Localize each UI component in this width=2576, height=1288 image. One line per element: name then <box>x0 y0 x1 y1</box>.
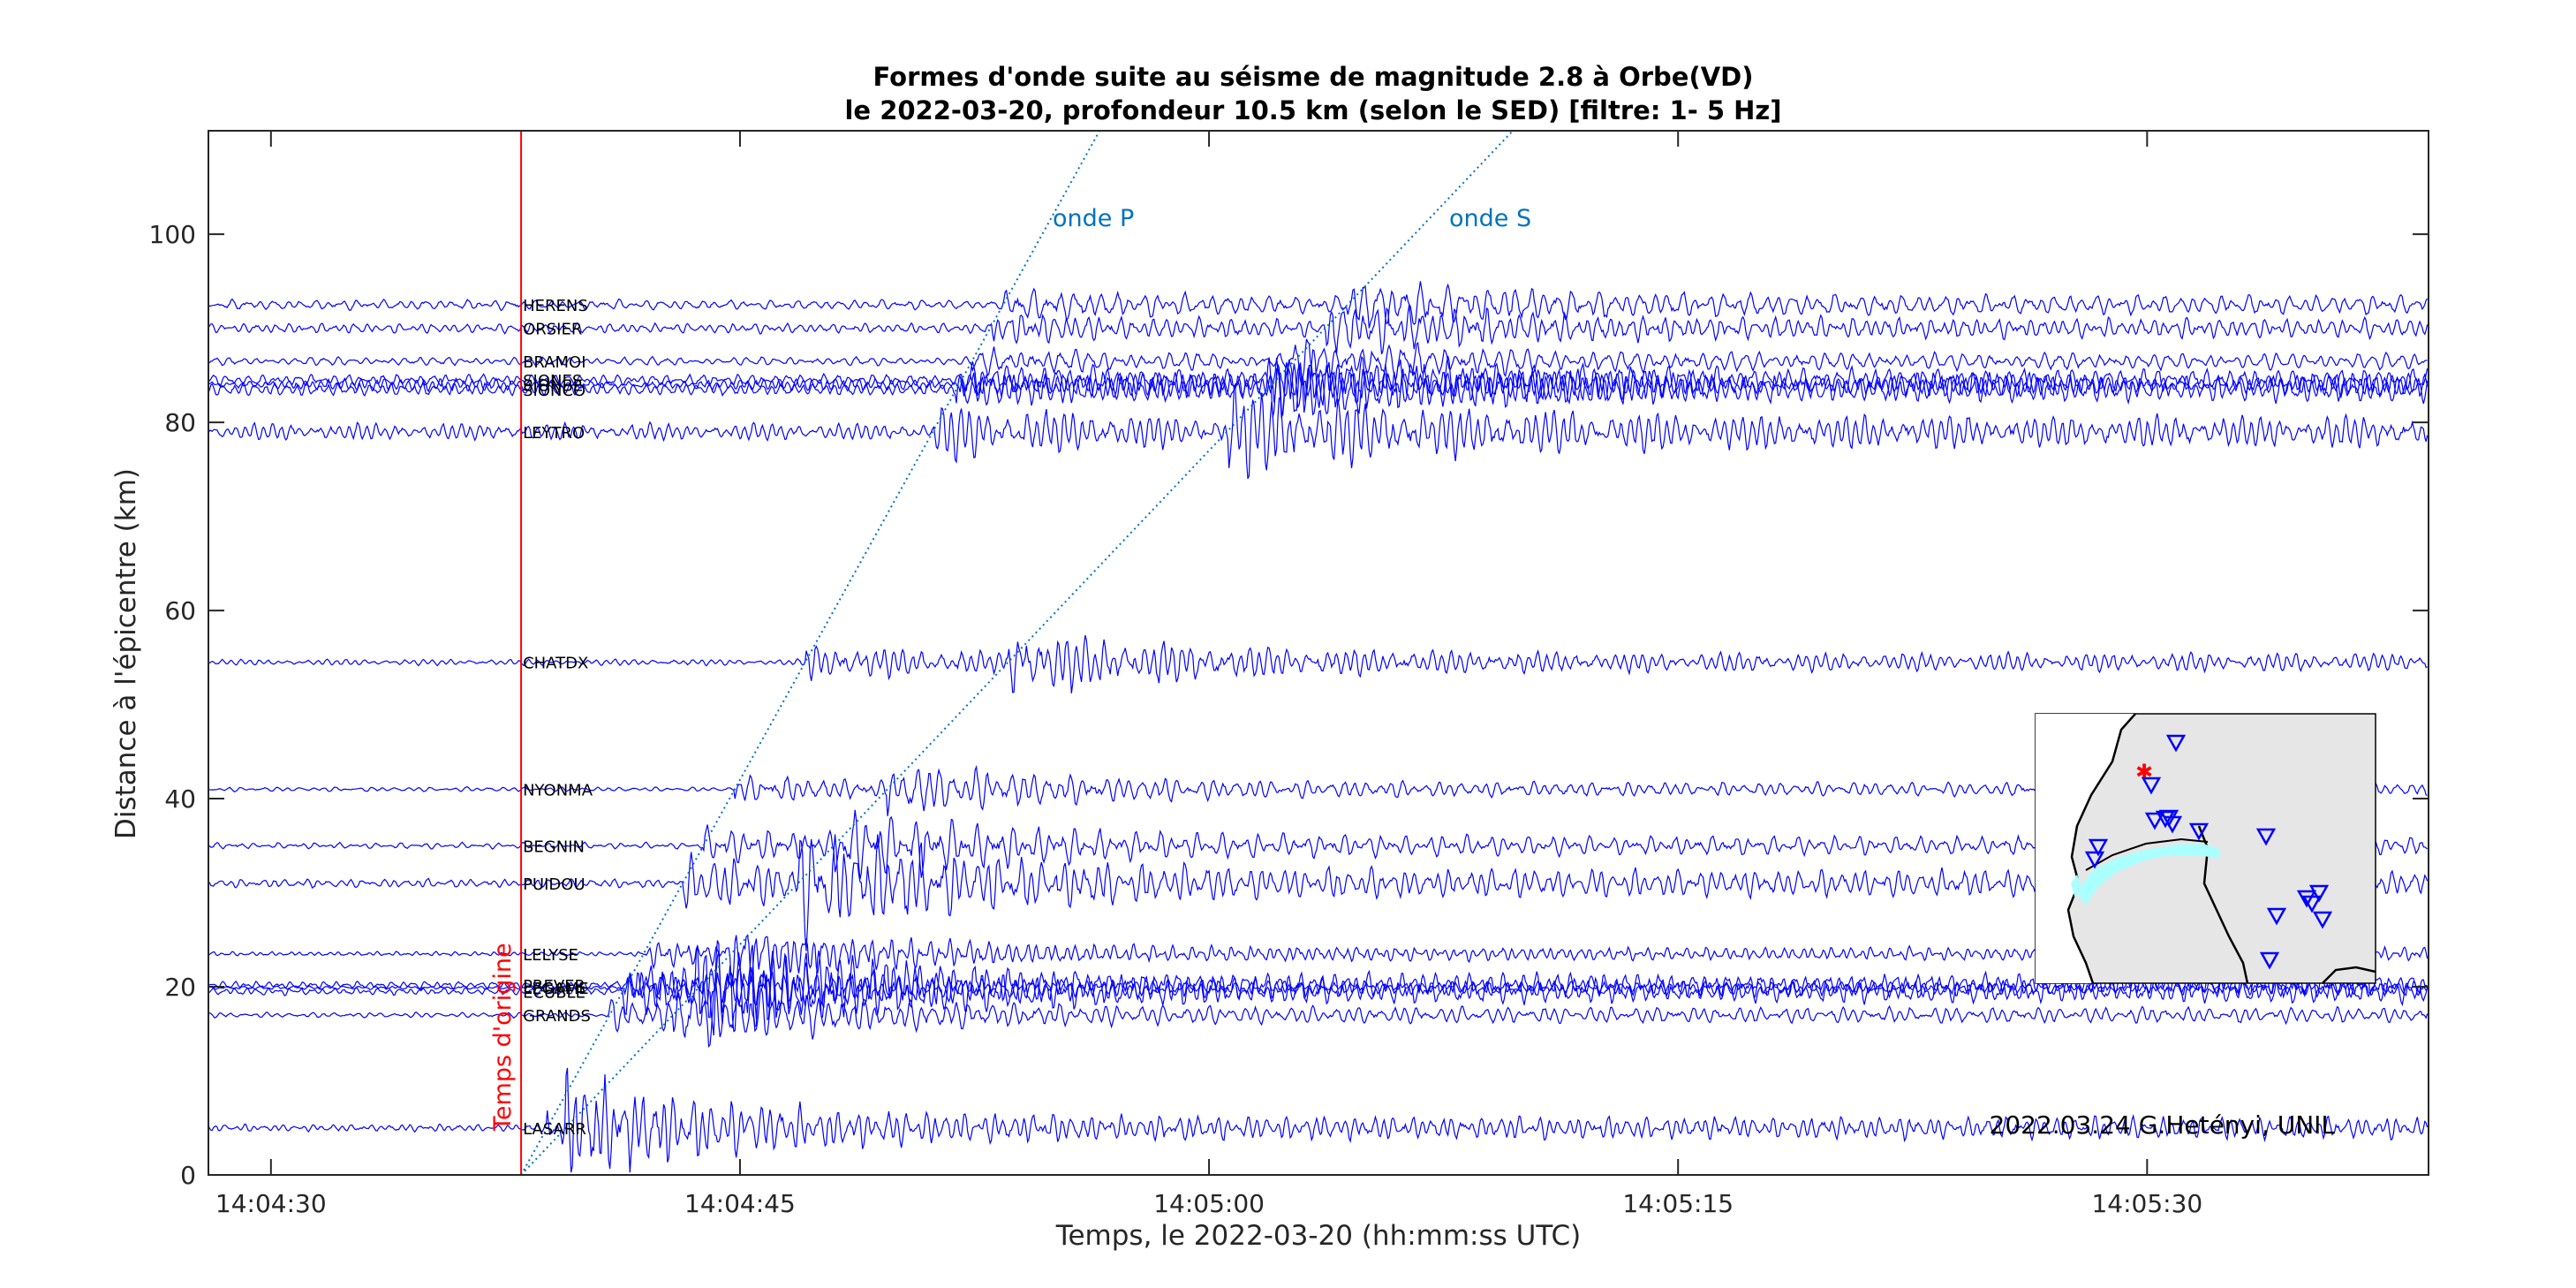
waveform-grands <box>208 984 2429 1049</box>
waveform-lasarr <box>208 1067 2429 1173</box>
station-label-begnin: BEGNIN <box>523 837 585 856</box>
station-label-legame: LEGAME <box>523 980 589 998</box>
station-label-lelyse: LELYSE <box>523 946 578 965</box>
station-triangle-icon <box>2312 911 2333 929</box>
x-axis-label: Temps, le 2022-03-20 (hh:mm:ss UTC) <box>1055 1220 1581 1252</box>
credit-text: 2022.03.24 G.Hetényi, UNIL <box>1990 1110 2336 1140</box>
inset-map-lake-small <box>2071 875 2081 899</box>
s-wave-label: onde S <box>1449 205 1531 232</box>
station-label-sionbe: SIONBE <box>523 377 583 396</box>
y-tick-label: 20 <box>164 973 196 1002</box>
station-label-puidou: PUIDOU <box>523 875 585 894</box>
station-triangle-icon <box>2296 890 2317 908</box>
plot-frame <box>208 130 2429 1176</box>
station-triangle-icon <box>2255 828 2277 846</box>
waveform-sionbe <box>208 361 2429 416</box>
y-axis-label: Distance à l'épicentre (km) <box>110 468 142 839</box>
inset-station-markers <box>2084 734 2333 970</box>
x-tick-label: 14:04:30 <box>215 1189 327 1218</box>
station-triangle-icon <box>2301 895 2323 913</box>
waveform-siones <box>208 349 2429 408</box>
x-tick-label: 14:05:00 <box>1153 1189 1265 1218</box>
station-label-siones: SIONES <box>523 372 582 390</box>
waveform-leytro <box>208 385 2429 480</box>
station-triangle-icon <box>2308 884 2330 903</box>
station-triangle-icon <box>2259 951 2280 970</box>
station-label-orsier: ORSIER <box>523 321 582 339</box>
chart-title-line2: le 2022-03-20, profondeur 10.5 km (selon… <box>844 95 1781 125</box>
inset-map-border-south <box>2322 966 2376 984</box>
waveform-sionco <box>208 357 2429 419</box>
station-triangle-icon <box>2266 907 2287 926</box>
station-label-lasarr: LASARR <box>523 1120 586 1139</box>
y-axis-ticks: 0 20 40 60 80 100 <box>149 220 2429 1190</box>
station-triangle-icon <box>2165 734 2187 753</box>
station-label-grands: GRANDS <box>523 1007 591 1026</box>
y-tick-label: 40 <box>164 784 196 814</box>
y-tick-label: 60 <box>164 596 196 625</box>
waveform-prever <box>208 940 2428 1025</box>
waveform-bramoi <box>208 338 2428 385</box>
station-label-sionco: SIONCO <box>523 382 585 400</box>
station-label-leytro: LEYTRO <box>523 424 585 443</box>
station-label-prever: PREVER <box>523 977 585 996</box>
station-label-chatdx: CHATDX <box>523 655 588 673</box>
origin-time-label: Temps d'origine <box>489 943 517 1132</box>
station-label-nyonma: NYONMA <box>523 781 593 799</box>
station-triangle-icon <box>2084 851 2105 869</box>
inset-map-lake <box>2077 844 2221 905</box>
station-triangle-icon <box>2088 838 2109 857</box>
waveform-legame <box>208 967 2429 1013</box>
y-tick-label: 80 <box>164 408 196 437</box>
station-triangle-icon <box>2188 822 2210 841</box>
station-label-bramoi: BRAMOI <box>523 353 585 372</box>
station-triangle-icon <box>2141 777 2162 795</box>
x-tick-label: 14:05:30 <box>2091 1189 2202 1218</box>
waveform-herens <box>208 281 2429 329</box>
station-label-herens: HERENS <box>523 297 588 315</box>
station-label-ecuble: ECUBLE <box>523 983 585 1002</box>
waveform-ecuble <box>208 946 2429 1036</box>
station-triangle-icon <box>2158 809 2179 828</box>
inset-map-france-area <box>2036 714 2135 983</box>
chart-title-line1: Formes d'onde suite au séisme de magnitu… <box>873 62 1754 92</box>
inset-map-coastline <box>2085 837 2209 871</box>
y-tick-label: 100 <box>149 220 196 249</box>
y-tick-label: 0 <box>180 1161 196 1190</box>
p-wave-label: onde P <box>1053 205 1134 232</box>
waveform-orsier <box>208 305 2429 355</box>
s-wave-moveout-line <box>520 131 1514 1175</box>
phase-lines-group <box>520 131 1514 1175</box>
inset-map-border <box>2066 713 2136 984</box>
station-triangle-icon <box>2144 812 2165 830</box>
x-tick-label: 14:04:45 <box>684 1189 796 1218</box>
inset-map: ✱ <box>2035 713 2376 984</box>
x-tick-label: 14:05:15 <box>1622 1189 1734 1218</box>
x-axis-ticks: 14:04:30 14:04:45 14:05:00 14:05:15 14:05:30 <box>215 131 2202 1218</box>
waveform-chatdx <box>208 634 2428 693</box>
